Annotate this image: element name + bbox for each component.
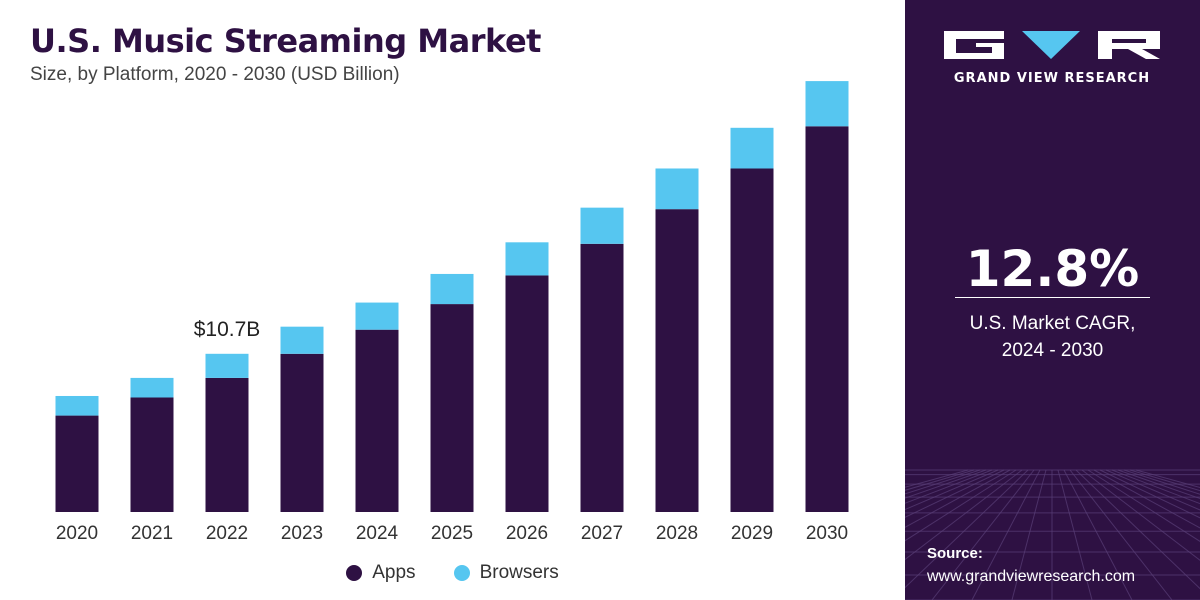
bar-browsers-2024 <box>355 302 399 330</box>
chart-subtitle: Size, by Platform, 2020 - 2030 (USD Bill… <box>30 64 400 85</box>
bar-apps-2026 <box>505 275 549 512</box>
bar-browsers-2029 <box>730 127 774 169</box>
legend-label-browsers: Browsers <box>479 562 559 583</box>
legend-swatch-apps <box>346 565 363 581</box>
x-tick-label-2029: 2029 <box>731 523 773 544</box>
bar-browsers-2027 <box>580 207 624 244</box>
x-tick-label-2030: 2030 <box>806 523 848 544</box>
bar-browsers-2025 <box>430 273 474 305</box>
bar-browsers-2028 <box>655 168 699 210</box>
cagr-divider <box>955 297 1150 298</box>
bar-browsers-2023 <box>280 326 324 354</box>
grid-pattern-decoration <box>905 469 1200 600</box>
source-label: Source: <box>927 545 983 562</box>
bar-apps-2021 <box>130 397 174 512</box>
legend-item-browsers: Browsers <box>453 562 559 584</box>
cagr-label-line2: 2024 - 2030 <box>1001 340 1104 361</box>
chart-panel: 2020 2021 2022 2023 2024 2025 2026 2027 2028 2029… <box>0 22 905 584</box>
bar-apps-2022 <box>205 377 249 512</box>
x-tick-label-2021: 2021 <box>131 523 173 544</box>
x-tick-label-2020: 2020 <box>56 523 98 544</box>
x-tick-label-2028: 2028 <box>656 523 698 544</box>
cagr-label-line1: U.S. Market CAGR, <box>969 313 1136 334</box>
chart-title: U.S. Music Streaming Market <box>30 22 541 60</box>
bar-browsers-2030 <box>805 81 849 127</box>
legend-label-apps: Apps <box>372 562 416 583</box>
bar-browsers-2026 <box>505 242 549 276</box>
x-tick-label-2022: 2022 <box>206 523 248 544</box>
side-panel: GRAND VIEW RESEARCH 12.8% U.S. Market CA… <box>905 0 1200 600</box>
bar-apps-2023 <box>280 353 324 512</box>
bar-apps-2029 <box>730 168 774 513</box>
bar-apps-2024 <box>355 329 399 512</box>
legend-item-apps: Apps <box>346 562 416 584</box>
bar-apps-2025 <box>430 304 474 512</box>
cagr-label: U.S. Market CAGR, 2024 - 2030 <box>905 310 1200 364</box>
gvr-logo-icon <box>944 31 1160 59</box>
bar-apps-2028 <box>655 209 699 512</box>
bar-apps-2030 <box>805 126 849 512</box>
cagr-value: 12.8% <box>965 240 1140 298</box>
bar-apps-2020 <box>55 415 99 512</box>
bar-apps-2027 <box>580 243 624 512</box>
x-tick-label-2024: 2024 <box>356 523 399 544</box>
brand-logo: GRAND VIEW RESEARCH <box>942 25 1162 86</box>
data-label-2022: $10.7B <box>194 318 261 341</box>
x-tick-label-2027: 2027 <box>581 523 623 544</box>
legend-swatch-browsers <box>453 565 470 581</box>
brand-name: GRAND VIEW RESEARCH <box>953 71 1151 86</box>
source-url[interactable]: www.grandviewresearch.com <box>927 568 1136 585</box>
x-tick-label-2023: 2023 <box>281 523 323 544</box>
bar-browsers-2020 <box>55 395 99 416</box>
x-tick-label-2026: 2026 <box>506 523 548 544</box>
bar-chart: 2020 2021 2022 2023 2024 2025 2026 2027 2028 2029… <box>55 81 849 544</box>
bar-browsers-2022 <box>205 353 249 378</box>
bar-browsers-2021 <box>130 377 174 398</box>
x-tick-label-2025: 2025 <box>431 523 473 544</box>
legend: Apps Browsers <box>0 562 905 584</box>
